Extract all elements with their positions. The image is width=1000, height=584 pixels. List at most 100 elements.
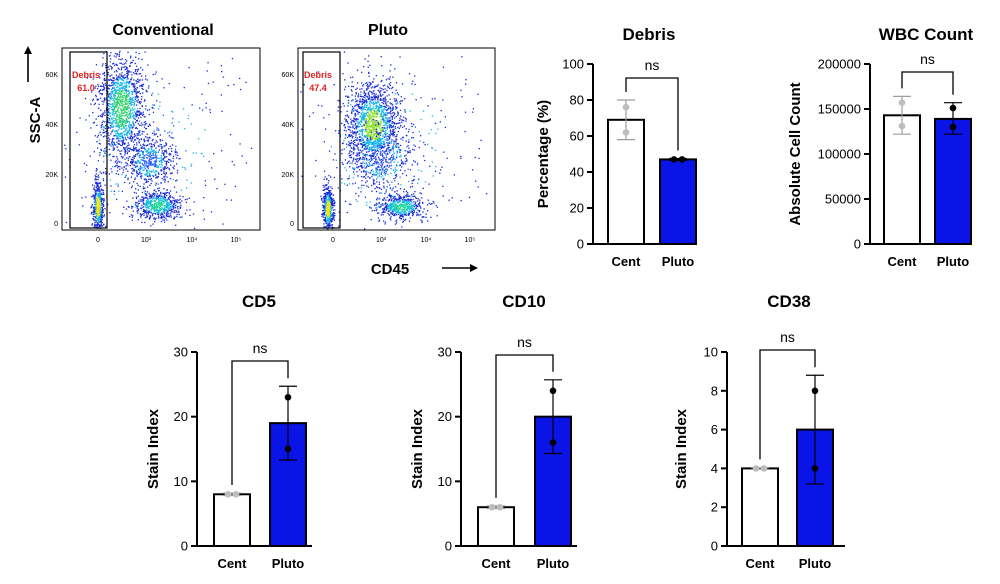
flow-event-dot (113, 88, 116, 90)
flow-event-dot (98, 142, 100, 145)
flow-event-dot (372, 149, 374, 151)
flow-event-dot (133, 191, 136, 194)
flow-event-dot (324, 209, 326, 211)
flow-event-dot (129, 65, 131, 68)
flow-event-dot (103, 215, 105, 217)
flow-event-dot (333, 219, 335, 221)
flow-event-dot (155, 217, 157, 219)
flow-event-dot (162, 219, 164, 221)
flow-event-dot (329, 216, 331, 219)
flow-event-dot (378, 106, 381, 108)
flow-event-dot (95, 170, 97, 172)
flow-event-dot (163, 219, 166, 221)
flow-event-dot (118, 78, 120, 80)
flow-event-dot (375, 74, 377, 77)
flow-event-dot (328, 192, 331, 194)
flow-event-dot (368, 135, 370, 138)
flow-event-dot (378, 127, 381, 129)
flow-event-dot (122, 124, 124, 127)
flow-event-dot (164, 206, 166, 208)
flow-event-dot (173, 168, 175, 170)
flow-event-dot (120, 115, 122, 117)
flow-event-dot (353, 121, 355, 123)
flow-event-dot (148, 172, 151, 174)
flow-event-dot (101, 209, 103, 211)
flow-event-dot (384, 96, 386, 98)
flow-event-dot (361, 145, 363, 147)
flow-event-dot (158, 200, 160, 202)
flow-event-dot (396, 92, 399, 94)
flow-event-dot (370, 154, 372, 156)
flow-title-conventional: Conventional (112, 22, 213, 39)
flow-event-dot (174, 216, 176, 218)
flow-event-dot (130, 79, 132, 81)
flow-event-dot (145, 174, 147, 176)
flow-event-dot (131, 82, 133, 85)
flow-event-dot (367, 86, 369, 88)
flow-event-dot (163, 153, 165, 155)
flow-event-dot (380, 131, 382, 133)
flow-event-dot (386, 186, 388, 188)
flow-event-dot (364, 99, 366, 101)
flow-event-dot (161, 206, 163, 209)
flow-event-dot (105, 171, 107, 173)
flow-event-dot (352, 127, 354, 129)
flow-event-dot (402, 161, 404, 163)
flow-event-dot (401, 83, 404, 85)
flow-event-dot (169, 145, 171, 147)
flow-event-dot (397, 122, 399, 125)
flow-event-dot (361, 134, 363, 136)
flow-event-dot (99, 197, 101, 199)
flow-event-dot (369, 96, 371, 98)
flow-event-dot (133, 133, 136, 135)
flow-event-dot (377, 113, 379, 115)
flow-event-dot (97, 189, 100, 191)
flow-event-dot (111, 117, 113, 119)
flow-event-dot (139, 154, 141, 156)
flow-event-dot (119, 73, 121, 75)
flow-event-dot (382, 147, 384, 149)
flow-event-dot (407, 145, 409, 147)
flow-event-dot (123, 112, 125, 114)
flow-event-dot (98, 224, 100, 226)
flow-event-dot (250, 147, 253, 149)
flow-event-dot (123, 88, 126, 90)
flow-event-dot (370, 121, 372, 123)
flow-event-dot (365, 88, 368, 90)
flow-event-dot (190, 123, 192, 125)
flow-event-dot (127, 157, 129, 159)
flow-event-dot (108, 84, 110, 86)
flow-event-dot (383, 120, 385, 122)
flow-event-dot (95, 64, 98, 66)
flow-event-dot (103, 200, 105, 202)
flow-event-dot (94, 206, 96, 208)
flow-event-dot (152, 213, 154, 215)
flow-event-dot (408, 147, 410, 149)
flow-event-dot (187, 117, 189, 120)
flow-event-dot (189, 214, 191, 216)
flow-event-dot (397, 94, 400, 96)
flow-event-dot (365, 153, 367, 156)
flow-event-dot (186, 198, 188, 200)
flow-event-dot (373, 120, 375, 123)
flow-event-dot (165, 217, 167, 219)
flow-event-dot (380, 147, 382, 150)
flow-event-dot (169, 154, 171, 156)
flow-event-dot (371, 137, 373, 139)
flow-event-dot (121, 96, 124, 98)
flow-event-dot (158, 163, 161, 166)
flow-event-dot (92, 195, 94, 197)
flow-event-dot (162, 208, 165, 210)
flow-event-dot (113, 93, 116, 95)
flow-event-dot (352, 126, 354, 128)
flow-event-dot (368, 114, 370, 116)
flow-event-dot (99, 182, 101, 184)
flow-event-dot (328, 218, 330, 221)
flow-event-dot (137, 212, 139, 214)
flow-event-dot (332, 194, 334, 196)
flow-event-dot (358, 106, 360, 108)
flow-event-dot (123, 92, 125, 94)
flow-event-dot (97, 147, 99, 149)
flow-event-dot (401, 166, 403, 168)
flow-event-dot (391, 122, 393, 124)
